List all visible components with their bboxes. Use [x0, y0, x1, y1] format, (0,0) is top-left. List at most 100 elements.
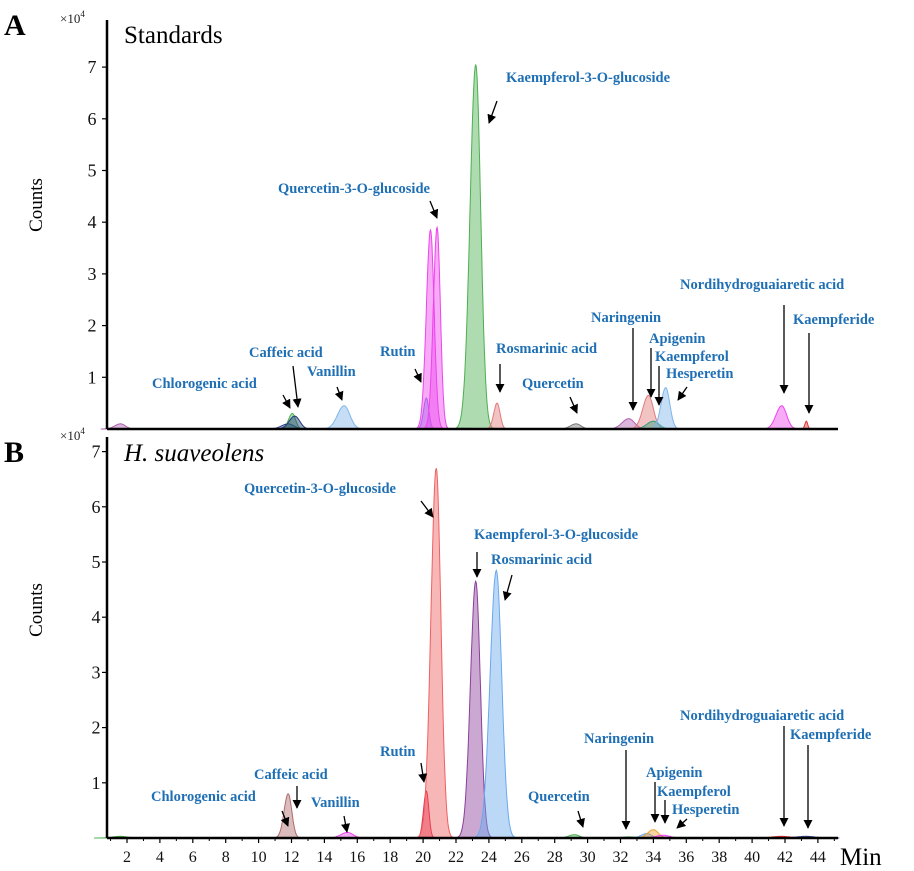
annotation-label: Rosmarinic acid: [491, 552, 592, 568]
annotation-label: Nordihydroguaiaretic acid: [680, 708, 844, 724]
y-tick-label: 1: [92, 773, 101, 793]
y-tick-label: 5: [88, 161, 97, 181]
annotation-label: Rutin: [380, 744, 415, 760]
x-tick-label: 24: [481, 849, 497, 866]
annotation-arrow: [487, 100, 498, 124]
annotation-label: Quercetin: [522, 376, 584, 392]
x-tick-label: 44: [810, 849, 826, 866]
annotation-arrow: [502, 574, 513, 601]
panel-title-a: Standards: [124, 22, 223, 49]
annotation-arrow: [576, 810, 585, 828]
x-tick-label: 36: [678, 849, 694, 866]
x-axis-label: Min: [840, 844, 882, 871]
annotation-arrow: [569, 396, 578, 414]
peak-b-1: [273, 793, 303, 839]
y-tick-label: 2: [88, 316, 97, 336]
peak-a-4: [321, 405, 368, 430]
x-tick-label: 30: [580, 849, 596, 866]
annotation-label: Kaempferol: [655, 349, 729, 365]
x-tick-label: 22: [448, 849, 464, 866]
y-tick-label: 6: [88, 109, 97, 129]
annotation-arrow: [334, 386, 344, 401]
annotation-label: Kaempferol-3-O-glucoside: [506, 70, 671, 86]
annotation-label: Naringenin: [584, 731, 654, 747]
annotation-label: Quercetin-3-O-glucoside: [278, 181, 431, 197]
annotation-label: Naringenin: [591, 310, 661, 326]
annotation-label: Rutin: [380, 344, 415, 360]
annotation-label: Kaempferide: [793, 312, 875, 328]
x-tick-label: 16: [349, 849, 365, 866]
x-tick-label: 8: [222, 849, 230, 866]
panel-title-b: H. suaveolens: [123, 440, 264, 467]
peak-b-5: [457, 579, 495, 839]
y-tick-label: 3: [92, 662, 101, 682]
x-tick-label: 26: [514, 849, 530, 866]
annotation-label: Quercetin-3-O-glucoside: [244, 481, 397, 497]
annotation-arrow: [677, 386, 688, 401]
peak-b-6: [474, 568, 519, 839]
y-unit-a: ×104: [60, 9, 85, 26]
x-tick-label: 18: [382, 849, 398, 866]
y-tick-label: 6: [92, 497, 101, 517]
annotation-arrow: [282, 394, 291, 409]
x-tick-label: 6: [189, 849, 197, 866]
peak-a-8: [454, 64, 496, 430]
y-tick-label: 5: [92, 552, 101, 572]
annotations-b: Quercetin-3-O-glucoside Kaempferol-3-O-g…: [151, 481, 872, 833]
y-axis-label-a: Counts: [26, 178, 47, 232]
x-tick-label: 20: [415, 849, 431, 866]
annotation-label: Rosmarinic acid: [496, 341, 597, 357]
y-tick-label: 2: [92, 718, 101, 738]
panel-letter-a: A: [4, 9, 26, 42]
panel-letter-b: B: [4, 436, 24, 469]
x-tick-label: 42: [777, 849, 793, 866]
x-tick-label: 38: [711, 849, 727, 866]
x-tick-label: 4: [156, 849, 164, 866]
y-unit-b: ×104: [60, 426, 85, 443]
y-tick-label: 3: [88, 264, 97, 284]
y-axis-label-b: Counts: [26, 583, 47, 637]
annotations-a: Kaempferol-3-O-glucoside Quercetin-3-O-g…: [152, 70, 875, 414]
annotation-arrow: [280, 810, 290, 827]
annotation-label: Nordihydroguaiaretic acid: [680, 277, 844, 293]
x-tick-label: 2: [123, 849, 131, 866]
annotation-label: Hesperetin: [672, 802, 739, 818]
x-tick-label: 28: [547, 849, 563, 866]
x-tick-label: 14: [316, 849, 332, 866]
annotation-label: Apigenin: [646, 765, 702, 781]
x-tick-label: 34: [645, 849, 661, 866]
annotation-arrow: [292, 365, 302, 408]
annotation-arrow: [341, 815, 350, 833]
annotation-label: Vanillin: [311, 795, 360, 811]
y-tick-label: 7: [88, 57, 97, 77]
annotation-label: Hesperetin: [666, 366, 733, 382]
annotation-arrow: [676, 818, 688, 829]
annotation-label: Kaempferol-3-O-glucoside: [474, 527, 639, 543]
annotation-label: Vanillin: [307, 364, 356, 380]
annotation-label: Kaempferol: [657, 784, 731, 800]
peak-a-15: [761, 405, 802, 430]
peak-a-7: [423, 225, 451, 430]
annotation-label: Kaempferide: [790, 727, 872, 743]
annotation-label: Apigenin: [649, 331, 705, 347]
x-tick-label: 12: [284, 849, 300, 866]
annotation-label: Caffeic acid: [254, 767, 328, 783]
x-tick-label: 40: [744, 849, 760, 866]
annotation-label: Quercetin: [528, 789, 590, 805]
annotation-label: Chlorogenic acid: [151, 789, 256, 805]
peak-b-4: [415, 468, 455, 839]
y-tick-label: 7: [92, 442, 101, 462]
annotation-arrow: [429, 200, 439, 219]
annotation-label: Caffeic acid: [249, 345, 323, 361]
y-tick-label: 4: [92, 607, 101, 627]
peak-a-6: [415, 228, 446, 430]
x-tick-label: 32: [613, 849, 629, 866]
y-tick-label: 1: [88, 367, 97, 387]
plot-area-a: 1 2 3 4 5 6 7: [88, 20, 838, 431]
x-tick-label: 10: [251, 849, 267, 866]
annotation-arrow: [413, 368, 422, 383]
annotation-arrow: [420, 500, 434, 518]
annotation-arrow: [418, 762, 428, 783]
